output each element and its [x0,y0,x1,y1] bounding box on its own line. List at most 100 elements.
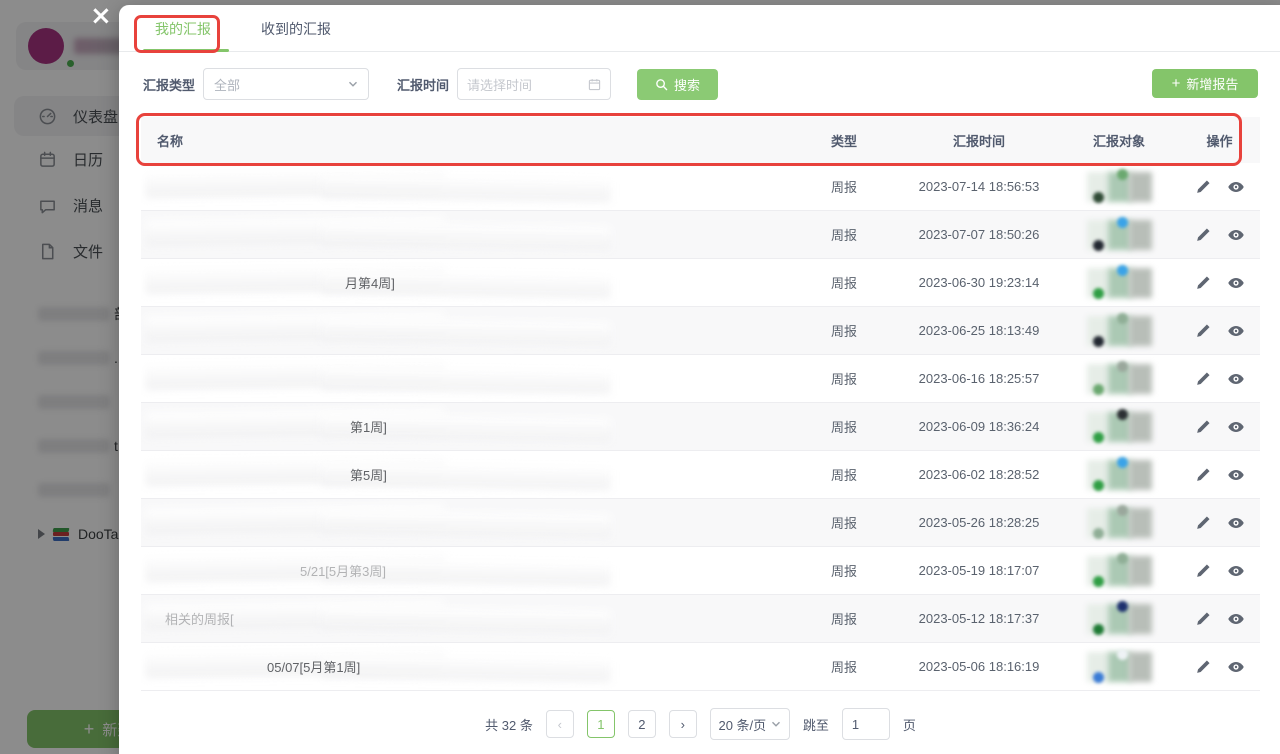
view-icon[interactable] [1227,610,1245,628]
report-time-cell: 2023-05-19 18:17:07 [918,563,1040,578]
sidebar-item-messages[interactable]: 消息 [0,182,220,228]
edit-icon[interactable] [1195,658,1213,676]
report-action-cell [1179,178,1260,196]
view-icon[interactable] [1227,418,1245,436]
report-time-input[interactable]: 请选择时间 [457,68,612,100]
dashboard-icon [39,108,56,124]
sidebar-item-files[interactable]: 文件 [0,228,220,274]
avatar-group-redacted [1087,552,1152,588]
table-row[interactable]: 5/21[5月第3周] 周报 2023-05-19 18:17:07 [141,547,1260,595]
edit-icon[interactable] [1195,370,1213,388]
close-icon[interactable]: × [90,1,112,31]
report-time-cell: 2023-06-30 19:23:14 [918,275,1040,290]
report-type-cell: 周报 [830,324,857,339]
next-page-button[interactable]: › [668,710,697,738]
view-icon[interactable] [1227,466,1245,484]
file-icon [41,243,54,259]
table-row[interactable]: 周报 2023-07-14 18:56:53 [141,163,1260,211]
report-type-cell: 周报 [830,468,857,483]
prev-page-button[interactable]: ‹ [545,710,574,738]
page-button-1[interactable]: 1 [586,710,615,738]
page-button-2[interactable]: 2 [627,710,656,738]
table-row[interactable]: 05/07[5月第1周] 周报 2023-05-06 18:16:19 [141,643,1260,691]
view-icon[interactable] [1227,322,1245,340]
message-icon [40,199,55,213]
tab-received-reports[interactable]: 收到的汇报 [261,21,331,37]
jump-page-input[interactable] [841,708,890,740]
table-row[interactable]: 相关的周报[周报 2023-05-12 18:17:37 [141,595,1260,643]
edit-icon[interactable] [1195,322,1213,340]
sidebar-project-item[interactable] [0,380,220,424]
add-report-button[interactable]: + 新增报告 [1152,69,1258,98]
view-icon[interactable] [1227,226,1245,244]
avatar-group-redacted [1087,168,1152,204]
search-button[interactable]: 搜索 [637,68,719,100]
table-row[interactable]: 第1周] 周报 2023-06-09 18:36:24 [141,403,1260,451]
expand-triangle-icon[interactable] [38,529,45,539]
tab-my-reports[interactable]: 我的汇报 [155,21,211,37]
report-type-select[interactable]: 全部 [203,68,370,100]
view-icon[interactable] [1227,370,1245,388]
view-icon[interactable] [1227,274,1245,292]
view-icon[interactable] [1227,178,1245,196]
edit-icon[interactable] [1195,178,1213,196]
table-row[interactable]: 周报 2023-06-16 18:25:57 [141,355,1260,403]
report-action-cell [1179,226,1260,244]
edit-icon[interactable] [1195,610,1213,628]
edit-icon[interactable] [1195,562,1213,580]
redacted-name-blur [320,653,612,683]
report-name-cell: 月第4周] [141,259,789,306]
table-row[interactable]: 周报 2023-05-26 18:28:25 [141,499,1260,547]
report-type-cell: 周报 [830,660,857,675]
books-emoji-icon [52,527,70,542]
report-time-label: 汇报时间 [397,77,450,93]
edit-icon[interactable] [1195,514,1213,532]
edit-icon[interactable] [1195,418,1213,436]
chevron-down-icon [349,81,358,87]
page-size-select[interactable]: 20 条/页 [709,708,790,740]
table-row[interactable]: 月第4周] 周报 2023-06-30 19:23:14 [141,259,1260,307]
sidebar-project-item[interactable] [0,468,220,512]
edit-icon[interactable] [1195,274,1213,292]
active-tab-underline [143,49,229,52]
report-name-cell [141,355,789,402]
table-row[interactable]: 周报 2023-06-25 18:13:49 [141,307,1260,355]
plus-icon: + [1171,75,1181,92]
view-icon[interactable] [1227,514,1245,532]
report-type-cell: 周报 [830,180,857,195]
report-type-label: 汇报类型 [143,77,196,93]
view-icon[interactable] [1227,562,1245,580]
sidebar-item-label: 日历 [73,151,104,169]
sidebar-item-calendar[interactable]: 日历 [0,136,220,182]
table-row[interactable]: 第5周] 周报 2023-06-02 18:28:52 [141,451,1260,499]
report-type-cell: 周报 [830,612,857,627]
avatar-blur-segment [1129,411,1152,442]
avatar-group-redacted [1087,600,1152,636]
avatar-blur-segment [1129,171,1152,202]
edit-icon[interactable] [1195,226,1213,244]
avatar-group-redacted [1087,456,1152,492]
plus-icon: + [83,719,95,739]
table-row[interactable]: 周报 2023-07-07 18:50:26 [141,211,1260,259]
report-action-cell [1179,562,1260,580]
sidebar-item-label: 消息 [73,197,104,215]
report-type-value: 全部 [214,77,241,93]
report-time-cell: 2023-06-02 18:28:52 [918,467,1040,482]
project-name-redacted [38,483,110,497]
avatar-blur-segment [1129,219,1152,250]
avatar-accent-dot [1117,648,1128,660]
avatar-group-redacted [1087,216,1152,252]
project-name-redacted [38,395,110,409]
report-name-cell [141,307,789,354]
report-action-cell [1179,658,1260,676]
report-name-cell: 相关的周报[ [141,595,789,642]
edit-icon[interactable] [1195,466,1213,484]
sidebar-project-dootask[interactable]: DooTask [0,512,220,556]
column-header-type: 类型 [830,133,857,149]
view-icon[interactable] [1227,658,1245,676]
calendar-icon [40,151,55,167]
avatar-accent-dot [1093,287,1104,299]
report-target-cell [1059,456,1179,492]
avatar-blur-segment [1129,651,1152,682]
redacted-name-blur [320,221,612,251]
